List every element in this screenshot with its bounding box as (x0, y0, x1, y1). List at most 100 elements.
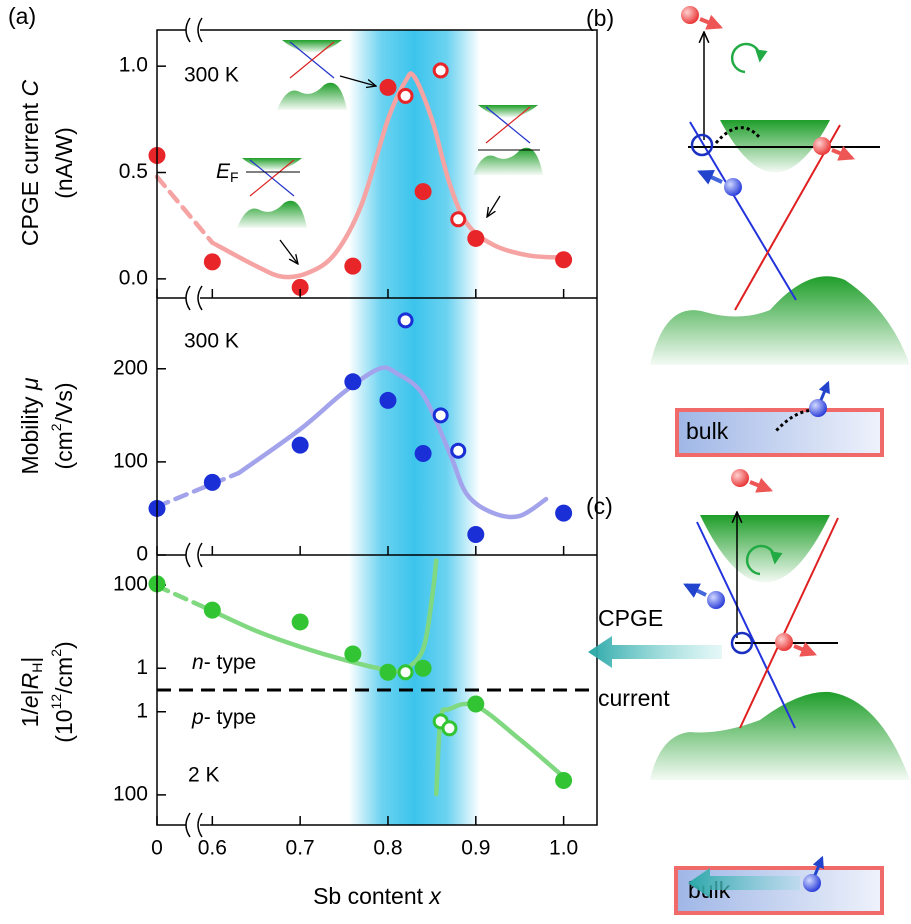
electron (809, 399, 827, 417)
x-tick-label: 0.9 (461, 837, 490, 860)
open-point (397, 312, 414, 329)
scatter-arrow (773, 408, 816, 434)
y-label-part: 1/ (17, 708, 43, 728)
point (467, 229, 485, 247)
point (203, 473, 221, 491)
annotation: 300 K (184, 330, 239, 353)
y-label-part: R (17, 673, 43, 690)
point (467, 526, 485, 544)
electron (731, 469, 749, 487)
spin-arrow (749, 477, 773, 493)
x-tick-label: 0.7 (286, 837, 315, 860)
axis-break (197, 812, 203, 838)
y-label-part: | (17, 657, 43, 663)
panel-c: (c) CPGE current bulk (586, 469, 910, 915)
point (291, 613, 309, 631)
current-arrow (588, 636, 722, 668)
point (555, 251, 573, 269)
spin-arrow (793, 641, 817, 657)
point (379, 78, 397, 96)
y-tick-label: 1.0 (119, 54, 148, 77)
point (467, 695, 485, 713)
y-label-part: e (17, 695, 43, 708)
bulk-box (674, 866, 884, 915)
panel-label: (b) (586, 5, 614, 31)
circular-arrow (730, 42, 768, 74)
y-label-part: H (29, 663, 45, 673)
axis-break (185, 812, 191, 838)
y-tick-label: 0.5 (119, 160, 148, 183)
y-label-part: Mobility (17, 390, 43, 474)
bulk-box (675, 408, 884, 457)
y-tick-label: 100 (113, 573, 148, 596)
y-label: CPGE current C (17, 80, 43, 247)
point (344, 373, 362, 391)
y-unit-part: /Vs) (51, 382, 77, 423)
axis-break (186, 18, 200, 42)
y-tick-label: 100 (113, 782, 148, 805)
point (414, 183, 432, 201)
axis-break (197, 285, 203, 311)
electron (813, 137, 831, 155)
region-label-part: p (191, 706, 204, 729)
valence-band (650, 276, 910, 365)
hole (730, 631, 754, 655)
hole (690, 133, 714, 157)
bulk-label: bulk (686, 418, 729, 444)
current-arrow (688, 868, 800, 898)
axis-break (197, 542, 203, 568)
band-inset (236, 157, 308, 229)
current-label: CPGE (598, 605, 663, 631)
axis-break (197, 17, 203, 43)
surface-band (689, 121, 797, 301)
open-point (450, 211, 467, 228)
y-label-part: C (17, 80, 43, 97)
band-inset (276, 39, 348, 111)
point (203, 601, 221, 619)
annotation: 300 K (184, 64, 239, 87)
y-label-part: μ (17, 377, 43, 391)
point (379, 663, 397, 681)
guide-line (154, 174, 215, 245)
spin-arrow (818, 380, 830, 401)
spin-arrow (697, 170, 723, 185)
current-label: current (598, 685, 670, 711)
open-point (441, 720, 458, 737)
panel-b: (b) bulk (586, 5, 910, 457)
arrow (279, 239, 298, 264)
y-unit: (1012/cm2) (48, 641, 77, 742)
x-label: Sb content x (313, 883, 442, 909)
axis-break (186, 813, 200, 837)
panel-a: 0.0 0.5 1.0 0 100 200 1 100 1 100 0 0.6 0.7 0.8 0.9 1.0 (113, 17, 598, 860)
y-tick-label: 100 (113, 449, 148, 472)
x-label-part: Sb content (313, 883, 429, 909)
x-tick-label: 0 (151, 837, 163, 860)
guide-line (236, 365, 549, 520)
axis-break (186, 286, 200, 310)
y-unit-part: 2 (48, 649, 64, 657)
y-unit-part: /cm (51, 657, 77, 694)
y-tick-label: 1 (136, 656, 148, 679)
region-label-part: - type (204, 706, 257, 729)
axis-break (185, 17, 191, 43)
y-unit: (cm2/Vs) (48, 382, 77, 469)
fermi-label-part: E (216, 160, 231, 183)
point (414, 659, 432, 677)
circular-arrow (745, 544, 783, 576)
y-label-part: | (17, 689, 43, 695)
electron (803, 874, 821, 892)
annotation: 2 K (188, 764, 220, 787)
y-label-part: CPGE current (17, 97, 43, 247)
arrow (339, 75, 376, 86)
open-point (450, 442, 467, 459)
highlight-band (348, 30, 481, 825)
y-tick-label: 200 (113, 356, 148, 379)
region-label-part: n (192, 651, 204, 674)
point (291, 436, 309, 454)
electron (775, 633, 793, 651)
surface-band (739, 517, 839, 729)
x-label-part: x (428, 883, 442, 909)
point (203, 253, 221, 271)
region-label: p- type (191, 706, 256, 729)
panel-label: (a) (8, 3, 36, 29)
